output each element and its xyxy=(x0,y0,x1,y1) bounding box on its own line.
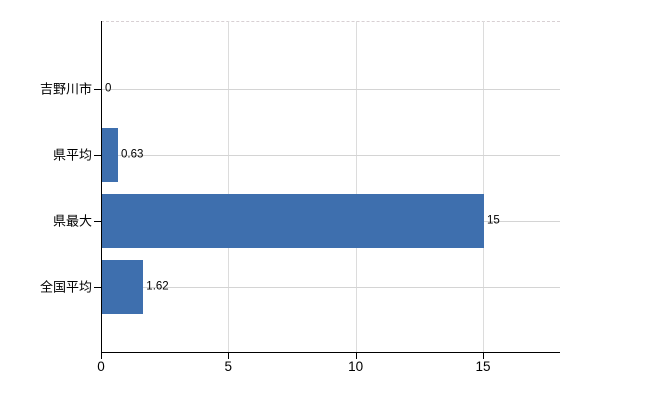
bar-3 xyxy=(102,260,144,314)
y-tick-mark xyxy=(94,221,101,222)
y-tick-mark xyxy=(94,89,101,90)
plot-border-top xyxy=(101,21,560,22)
x-tick-mark xyxy=(101,353,102,359)
x-gridline xyxy=(228,21,230,352)
category-label: 県最大 xyxy=(52,213,92,229)
y-axis-line xyxy=(101,21,102,352)
x-gridline xyxy=(483,21,484,352)
category-gridline xyxy=(101,287,560,288)
x-tick-label: 5 xyxy=(224,359,233,374)
bar-2 xyxy=(102,194,484,248)
bar-value-label: 1.62 xyxy=(146,280,169,293)
x-tick-label: 10 xyxy=(348,359,364,374)
category-label: 全国平均 xyxy=(39,279,92,295)
x-axis-line xyxy=(101,352,560,353)
x-tick-label: 0 xyxy=(97,359,105,374)
bar-1 xyxy=(102,128,118,182)
category-label: 県平均 xyxy=(52,147,92,163)
y-tick-mark xyxy=(94,287,101,288)
bar-value-label: 15 xyxy=(487,214,500,227)
x-tick-mark xyxy=(355,353,357,359)
category-label: 吉野川市 xyxy=(39,81,92,97)
x-gridline xyxy=(355,21,357,352)
bar-value-label: 0 xyxy=(105,82,112,95)
y-tick-mark xyxy=(94,155,101,156)
x-tick-mark xyxy=(483,353,484,359)
x-tick-label: 15 xyxy=(475,359,491,374)
category-gridline xyxy=(101,89,560,90)
x-tick-mark xyxy=(228,353,230,359)
bar-value-label: 0.63 xyxy=(121,148,144,161)
category-gridline xyxy=(101,155,560,156)
